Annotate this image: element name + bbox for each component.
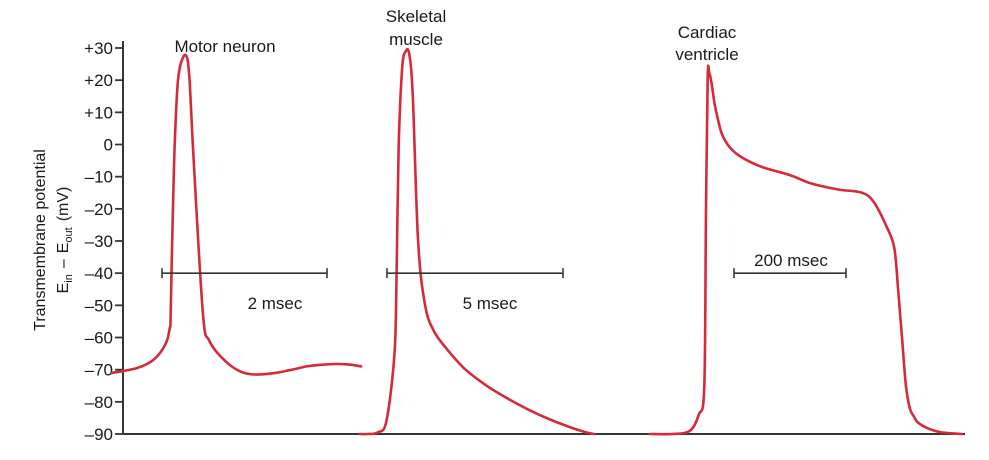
- y-tick-label: –40: [85, 264, 113, 283]
- y-tick-label: –50: [85, 296, 113, 315]
- series-title: Skeletal: [386, 7, 446, 26]
- y-label-sub-out: out: [63, 227, 75, 242]
- y-label-dash: –: [55, 259, 72, 268]
- series-title: Motor neuron: [174, 37, 275, 56]
- action-potential-curve: [648, 64, 964, 436]
- y-axis-label-main: Transmembrane potential: [32, 149, 49, 331]
- y-tick-label: +30: [84, 39, 113, 58]
- y-tick-label: –70: [85, 361, 113, 380]
- series-title: muscle: [389, 30, 443, 49]
- y-tick-label: +20: [84, 71, 113, 90]
- y-tick-label: –30: [85, 232, 113, 251]
- scale-bar-label: 5 msec: [463, 294, 518, 313]
- y-tick-label: –60: [85, 329, 113, 348]
- y-tick-label: –10: [85, 168, 113, 187]
- y-axis-label: Transmembrane potential Ein – Eout (mV): [32, 149, 75, 331]
- y-ticks: +30 +20 +10 0 –10 –20 –30 –40 –50 –60 –70 –80 –90: [84, 39, 123, 444]
- series-group: Motor neuron 2 msec Skeletal muscle 5 msec Ca…: [110, 7, 964, 436]
- y-tick-label: –80: [85, 393, 113, 412]
- y-label-e-out: E: [55, 243, 72, 254]
- y-tick-label: 0: [104, 136, 113, 155]
- series-motor-neuron: Motor neuron 2 msec: [110, 37, 363, 376]
- y-axis-label-sub: Ein – Eout (mV): [55, 187, 75, 294]
- y-label-unit: (mV): [55, 187, 72, 222]
- series-title: Cardiac: [678, 23, 737, 42]
- action-potential-curve: [110, 53, 363, 376]
- y-tick-label: –20: [85, 200, 113, 219]
- scale-bar-label: 200 msec: [754, 251, 828, 270]
- y-label-sub-in: in: [63, 274, 75, 283]
- y-tick-label: +10: [84, 103, 113, 122]
- series-title: ventricle: [675, 45, 738, 64]
- action-potential-curve: [358, 47, 596, 436]
- scale-bar-label: 2 msec: [248, 294, 303, 313]
- series-cardiac-ventricle: Cardiac ventricle 200 msec: [648, 23, 964, 436]
- series-skeletal-muscle: Skeletal muscle 5 msec: [358, 7, 596, 436]
- y-label-e-in: E: [55, 283, 72, 294]
- y-tick-label: –90: [85, 425, 113, 444]
